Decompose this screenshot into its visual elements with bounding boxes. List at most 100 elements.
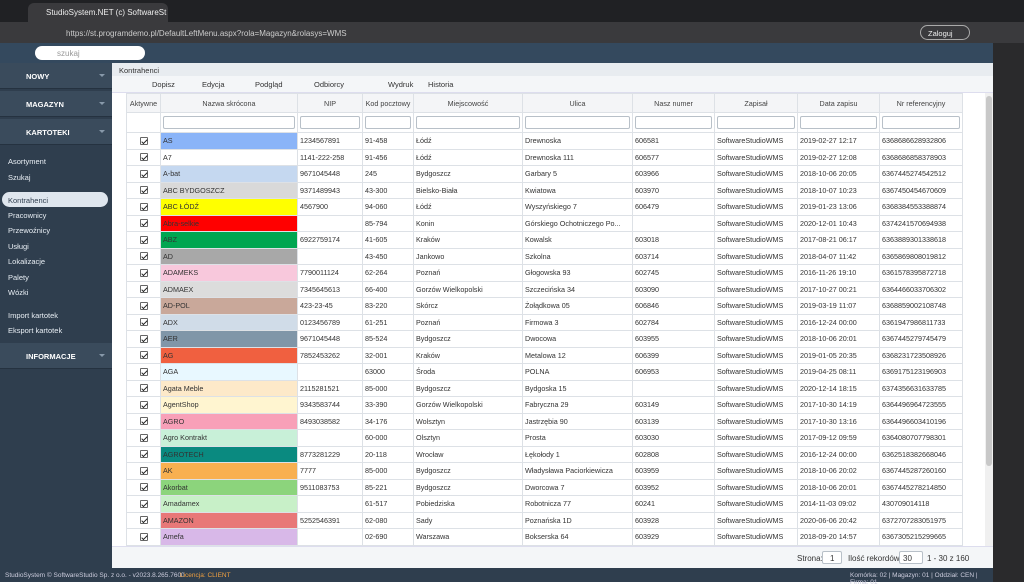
menu-section[interactable]: INFORMACJE — [0, 343, 112, 369]
filter-input[interactable] — [163, 116, 295, 129]
filter-input[interactable] — [800, 116, 877, 129]
login-button[interactable]: Zaloguj — [920, 25, 970, 40]
checkbox[interactable] — [139, 334, 148, 343]
data-row[interactable]: Amadamex 61-517 Pobiedziska Robotnicza 77 60… — [126, 495, 963, 513]
filter-input[interactable] — [416, 116, 520, 129]
column-header[interactable]: Nasz numer — [632, 93, 715, 113]
data-row[interactable]: Agata Meble 2115281521 85-000 Bydgoszcz Bydg… — [126, 379, 963, 397]
column-header[interactable]: Aktywne — [126, 93, 161, 113]
scrollbar-thumb[interactable] — [986, 96, 992, 466]
page-input[interactable]: 1 — [822, 551, 842, 564]
menu-item[interactable]: Palety — [8, 273, 29, 282]
menu-item[interactable]: Eksport kartotek — [8, 326, 63, 335]
toolbar-button[interactable]: Dopisz — [152, 80, 175, 89]
column-header[interactable]: Ulica — [522, 93, 633, 113]
checkbox[interactable] — [139, 450, 148, 459]
data-row[interactable]: ABZ 6922759174 41-605 Kraków Kowalsk 603018 So… — [126, 231, 963, 249]
menu-section[interactable]: MAGAZYN — [0, 91, 112, 117]
checkbox[interactable] — [139, 268, 148, 277]
checkbox[interactable] — [139, 483, 148, 492]
checkbox[interactable] — [139, 351, 148, 360]
count-select[interactable]: 30 — [899, 551, 923, 564]
checkbox[interactable] — [139, 285, 148, 294]
data-row[interactable]: ADMAEX 7345645613 66-400 Gorzów Wielkopolsk… — [126, 280, 963, 298]
column-header[interactable]: Kod pocztowy — [362, 93, 414, 113]
cell: 2019-04-25 08:11 — [797, 363, 880, 381]
menu-item[interactable]: Przewoźnicy — [8, 226, 51, 235]
data-row[interactable]: Akorbat 9511083753 85-221 Bydgoszcz Dworcowa… — [126, 478, 963, 496]
checkbox[interactable] — [139, 516, 148, 525]
filter-input[interactable] — [717, 116, 795, 129]
toolbar-button[interactable]: Edycja — [202, 80, 225, 89]
menu-section[interactable]: KARTOTEKI — [0, 119, 112, 145]
column-header[interactable]: Nazwa skrócona — [160, 93, 298, 113]
checkbox[interactable] — [139, 367, 148, 376]
data-row[interactable]: Abra-selkie 85-794 Konin Górskiego Ochotnic… — [126, 214, 963, 232]
data-row[interactable]: AMAZON 5252546391 62-080 Sady Poznańska 1D 60… — [126, 511, 963, 529]
filter-input[interactable] — [300, 116, 360, 129]
checkbox[interactable] — [139, 466, 148, 475]
checkbox[interactable] — [139, 417, 148, 426]
data-row[interactable]: A7 1141-222-258 91-456 Łódź Drewnoska 111 606… — [126, 148, 963, 166]
data-row[interactable]: ABC BYDGOSZCZ 9371489943 43-300 Bielsko-Bia… — [126, 181, 963, 199]
data-row[interactable]: AK 7777 85-000 Bydgoszcz Władysława Paciorki… — [126, 462, 963, 480]
menu-item[interactable]: Lokalizacje — [8, 257, 46, 266]
filter-input[interactable] — [882, 116, 960, 129]
column-header[interactable]: Zapisał — [714, 93, 798, 113]
browser-tab[interactable]: StudioSystem.NET (c) SoftwareSt — [28, 3, 168, 22]
data-row[interactable]: Agro Kontrakt 60-000 Olsztyn Prosta 603030 So… — [126, 429, 963, 447]
data-row[interactable]: AD-POL 423-23-45 83-220 Skórcz Żołądkowa 05 6… — [126, 297, 963, 315]
column-header[interactable]: Nr referencyjny — [879, 93, 963, 113]
menu-section[interactable]: NOWY — [0, 63, 112, 89]
data-row[interactable]: AS 1234567891 91-458 Łódź Drewnoska 606581 Sof… — [126, 132, 963, 150]
column-header[interactable]: NIP — [297, 93, 363, 113]
data-row[interactable]: AER 9671045448 85-524 Bydgoszcz Dwocowa 60395… — [126, 330, 963, 348]
menu-item[interactable]: Import kartotek — [8, 311, 59, 320]
filter-input[interactable] — [525, 116, 630, 129]
checkbox[interactable] — [139, 499, 148, 508]
data-row[interactable]: AGRO 8493038582 34-176 Wolsztyn Jastrzębia 9… — [126, 412, 963, 430]
toolbar-button[interactable]: Wydruk — [388, 80, 414, 89]
data-row[interactable]: AD 43-450 Jankowo Szkolna 603714 SoftwareStud… — [126, 247, 963, 265]
checkbox[interactable] — [139, 219, 148, 228]
data-row[interactable]: AGA 63000 Środa POLNA 606953 SoftwareStudioWM… — [126, 363, 963, 381]
cell: 94-060 — [362, 198, 414, 216]
data-row[interactable]: Amefa 02-690 Warszawa Bokserska 64 603929 Sof… — [126, 528, 963, 546]
search-box[interactable]: szukaj — [35, 46, 145, 60]
data-row[interactable]: A-bat 9671045448 245 Bydgoszcz Garbary 5 6039… — [126, 165, 963, 183]
data-row[interactable]: ADAMEKS 7790011124 62-264 Poznań Głogowska 9… — [126, 264, 963, 282]
menu-item[interactable]: Usługi — [8, 242, 29, 251]
checkbox[interactable] — [139, 384, 148, 393]
toolbar-button[interactable]: Historia — [428, 80, 454, 89]
checkbox[interactable] — [139, 532, 148, 541]
data-row[interactable]: ADX 0123456789 61-251 Poznań Firmowa 3 602784… — [126, 313, 963, 331]
menu-item[interactable]: Kontrahenci — [8, 196, 49, 205]
data-row[interactable]: AgentShop 9343583744 33-390 Gorzów Wielkopo… — [126, 396, 963, 414]
filter-input[interactable] — [635, 116, 712, 129]
filter-input[interactable] — [365, 116, 411, 129]
checkbox[interactable] — [139, 252, 148, 261]
checkbox[interactable] — [139, 400, 148, 409]
menu-item[interactable]: Pracownicy — [8, 211, 47, 220]
data-row[interactable]: AG 7852453262 32-001 Kraków Metalowa 12 60639… — [126, 346, 963, 364]
checkbox[interactable] — [139, 186, 148, 195]
menu-item[interactable]: Asortyment — [8, 157, 46, 166]
checkbox[interactable] — [139, 301, 148, 310]
checkbox[interactable] — [139, 318, 148, 327]
checkbox[interactable] — [139, 202, 148, 211]
menu-item[interactable]: Wózki — [8, 288, 29, 297]
checkbox[interactable] — [139, 153, 148, 162]
checkbox[interactable] — [139, 136, 148, 145]
data-row[interactable]: AGROTECH 8773281229 20-118 Wrocław Łękołody … — [126, 445, 963, 463]
menu-item[interactable]: Szukaj — [8, 173, 31, 182]
checkbox[interactable] — [139, 169, 148, 178]
column-header[interactable]: Data zapisu — [797, 93, 880, 113]
checkbox[interactable] — [139, 433, 148, 442]
checkbox[interactable] — [139, 235, 148, 244]
url[interactable]: https://st.programdemo.pl/DefaultLeftMen… — [66, 29, 347, 38]
cell: 7777 — [297, 462, 363, 480]
toolbar-button[interactable]: Odbiorcy — [314, 80, 345, 89]
toolbar-button[interactable]: Podgląd — [255, 80, 283, 89]
column-header[interactable]: Miejscowość — [413, 93, 523, 113]
